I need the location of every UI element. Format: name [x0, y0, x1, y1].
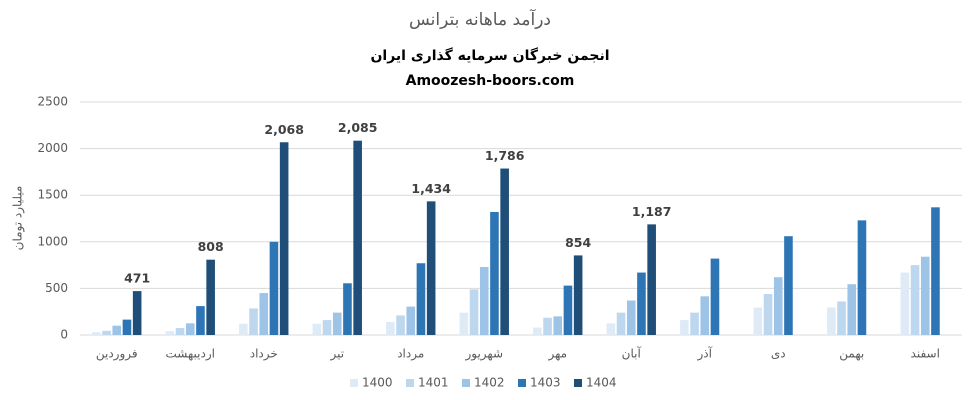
x-tick-label: آذر — [697, 346, 713, 362]
x-tick-label: مرداد — [397, 347, 424, 362]
bar — [647, 224, 656, 335]
bar — [857, 220, 867, 335]
bar — [175, 328, 185, 335]
bar — [553, 316, 563, 335]
x-tick-label: شهریور — [464, 347, 503, 362]
bar — [406, 306, 416, 335]
legend-label: 1404 — [586, 376, 617, 390]
source: Amoozesh-boors.com — [406, 73, 575, 89]
x-tick-label: اردیبهشت — [166, 347, 215, 362]
x-tick-label: دی — [771, 347, 786, 361]
bar — [92, 332, 101, 335]
data-label: 1,187 — [632, 204, 672, 219]
legend-swatch — [406, 379, 414, 387]
y-tick-label: 1000 — [37, 234, 68, 248]
y-tick-label: 2000 — [37, 141, 68, 155]
bar — [690, 312, 699, 335]
bar — [332, 312, 342, 335]
bar — [279, 142, 289, 335]
bar — [396, 315, 405, 335]
y-tick-label: 1500 — [37, 188, 68, 202]
y-tick-label: 500 — [45, 281, 68, 295]
bar — [753, 307, 763, 335]
bar — [500, 168, 509, 335]
bar — [239, 323, 248, 335]
x-tick-label: آبان — [622, 346, 642, 361]
data-label: 808 — [198, 239, 224, 254]
bar — [616, 312, 626, 335]
bar — [533, 327, 542, 335]
x-tick-label: بهمن — [839, 347, 864, 362]
chart-title: درآمد ماهانه بترانس — [409, 8, 551, 30]
bar — [386, 321, 395, 335]
bar — [680, 320, 689, 335]
bar — [900, 272, 910, 335]
bar — [185, 323, 195, 335]
x-tick-label: مهر — [547, 347, 567, 362]
bar — [459, 312, 469, 335]
y-axis-label: میلیارد تومان — [11, 186, 26, 251]
bar — [931, 207, 940, 335]
legend-label: 1401 — [418, 376, 449, 390]
bar — [353, 140, 362, 335]
bar — [165, 331, 175, 335]
legend-swatch — [350, 379, 358, 387]
bar — [206, 259, 215, 335]
bar — [626, 300, 636, 335]
data-label: 2,068 — [264, 122, 304, 137]
legend-label: 1403 — [530, 376, 561, 390]
legend-label: 1400 — [362, 376, 393, 390]
bar — [479, 266, 489, 335]
bar — [543, 317, 552, 335]
y-tick-label: 0 — [60, 328, 68, 342]
bar — [920, 256, 930, 335]
chart-subtitle: انجمن خبرگان سرمایه گذاری ایران — [370, 47, 609, 64]
bar — [249, 308, 258, 335]
y-tick-label: 2500 — [37, 95, 68, 109]
bar — [910, 265, 920, 335]
data-label: 854 — [565, 235, 591, 250]
x-tick-label: اسفند — [911, 347, 940, 361]
bar — [196, 306, 205, 335]
legend-label: 1402 — [474, 376, 505, 390]
legend-swatch — [518, 379, 526, 387]
bar — [122, 319, 132, 335]
bar — [847, 284, 857, 335]
legend-swatch — [462, 379, 470, 387]
bar — [322, 320, 332, 335]
bar — [837, 301, 846, 335]
data-label: 1,434 — [411, 181, 451, 196]
bar — [469, 289, 479, 335]
bar — [312, 323, 322, 335]
bar — [269, 241, 279, 335]
bar — [102, 330, 111, 335]
data-label: 2,085 — [338, 120, 378, 135]
bar — [259, 293, 269, 335]
data-label: 471 — [124, 271, 150, 286]
bar — [773, 277, 783, 335]
bar — [573, 255, 583, 335]
bar — [490, 211, 499, 335]
x-tick-label: خرداد — [250, 347, 278, 362]
bar — [416, 263, 426, 335]
data-label: 1,786 — [485, 148, 525, 163]
bar — [710, 258, 720, 335]
bar — [563, 285, 573, 335]
bar — [112, 325, 122, 335]
bar — [606, 323, 616, 335]
x-tick-label: تیر — [329, 347, 344, 362]
bar — [827, 307, 836, 335]
bar — [763, 293, 773, 335]
bar — [700, 296, 710, 335]
bar — [426, 201, 436, 335]
x-tick-label: فروردین — [96, 347, 138, 362]
legend-swatch — [574, 379, 582, 387]
bar — [637, 272, 646, 335]
bar — [343, 283, 352, 335]
bar — [784, 236, 793, 335]
bar — [132, 291, 142, 335]
